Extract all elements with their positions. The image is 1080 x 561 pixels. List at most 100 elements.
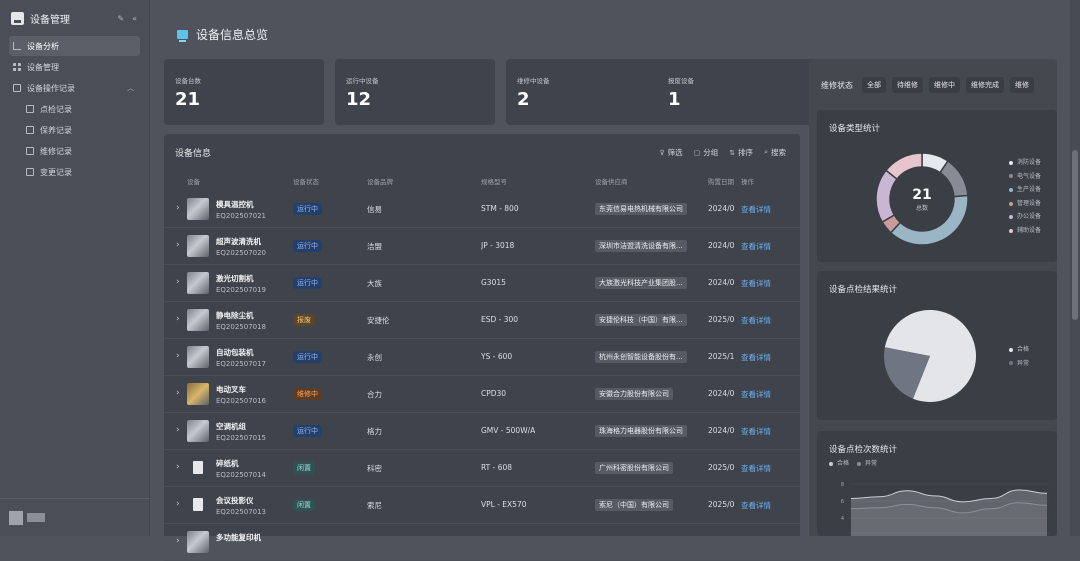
chevron-right-icon[interactable]: › [176,536,180,546]
monitor-icon [177,30,188,42]
filter-chip[interactable]: 维修 [1010,77,1034,93]
avatar [9,510,23,525]
table-row[interactable]: › 静电除尘机 EQ202507018 报废 安捷伦 ESD - 300 安捷伦科技（中国）… [164,302,800,339]
checkbox-icon [26,105,34,113]
pie-slice-4[interactable] [875,169,899,224]
legend-item[interactable]: 电气设备 [1009,170,1041,184]
chevron-right-icon[interactable]: › [176,462,180,472]
stat-card-scrapped: 报废设备 1 [657,59,817,125]
view-details-link[interactable]: 查看详情 [741,353,771,362]
monitor-icon [13,84,21,92]
edit-icon[interactable]: ✎ [117,13,125,23]
filter-chip[interactable]: 维修中 [929,77,960,93]
column-header[interactable]: 规格型号 [481,178,507,186]
stat-card-repairing: 维修中设备 2 [506,59,666,125]
sort-button[interactable]: ⇅ 排序 [729,148,754,157]
view-details-link[interactable]: 查看详情 [741,464,771,473]
sidebar-item-inspection-records[interactable]: 点检记录 [9,99,140,119]
series-line-1[interactable] [850,502,1048,514]
filter-chip[interactable]: 全部 [862,77,886,93]
chevron-right-icon[interactable]: › [176,277,180,287]
legend-item[interactable]: 异常 [857,457,877,471]
chevron-right-icon[interactable]: › [176,203,180,213]
view-details-link[interactable]: 查看详情 [741,390,771,399]
equipment-thumbnail [187,346,209,368]
status-badge: 运行中 [293,203,322,215]
sort-icon: ⇅ [729,148,736,157]
filter-icon: ⊽ [659,148,665,157]
sidebar-item-operation-records[interactable]: 设备操作记录 ︿ [9,78,140,98]
legend-item[interactable]: 管理设备 [1009,197,1041,211]
table-row[interactable]: › 碎纸机 EQ202507014 闲置 科密 RT - 608 广州科密股份有限公司 202… [164,450,800,487]
column-header[interactable]: 设备供应商 [595,178,628,186]
column-header[interactable]: 设备品牌 [367,178,393,186]
equipment-type-donut-chart: 21 总数 [875,152,969,246]
chart-legend: 消防设备 电气设备 生产设备 管理设备 办公设备 辅助设备 [1009,156,1041,238]
sidebar-item-equipment-analysis[interactable]: 设备分析 [9,36,140,56]
legend-item[interactable]: 合格 [1009,343,1029,357]
chevron-right-icon[interactable]: › [176,425,180,435]
status-badge: 闲置 [293,499,315,511]
stat-card-total: 设备台数 21 [164,59,324,125]
table-row[interactable]: › 会议投影仪 EQ202507013 闲置 索尼 VPL - EX570 索尼（中国）有限… [164,487,800,524]
legend-item[interactable]: 合格 [829,457,849,471]
donut-center-label: 总数 [916,204,928,212]
chevron-right-icon[interactable]: › [176,351,180,361]
column-header[interactable]: 设备状态 [293,178,319,186]
table-row[interactable]: › 激光切割机 EQ202507019 运行中 大族 G3015 大族激光科技产业集团股..… [164,265,800,302]
pie-slice-0[interactable] [884,310,976,402]
sidebar-nav: 设备分析 设备管理 设备操作记录 ︿ 点检记录 保养记录 维修记录 变更记录 [0,36,149,182]
legend-item[interactable]: 生产设备 [1009,183,1041,197]
table-row[interactable]: › 空调机组 EQ202507015 运行中 格力 GMV - 500W/A 珠海格力电器股… [164,413,800,450]
filter-chip[interactable]: 待维修 [892,77,923,93]
legend-item[interactable]: 办公设备 [1009,210,1041,224]
scrollbar-thumb[interactable] [1072,150,1078,320]
user-profile[interactable] [0,498,150,536]
area-fill-1 [851,502,1047,536]
legend-swatch [1009,174,1013,179]
filter-chip[interactable]: 维修完成 [966,77,1004,93]
legend-item[interactable]: 辅助设备 [1009,224,1041,238]
table-row[interactable]: › 自动包装机 EQ202507017 运行中 永创 YS - 600 杭州永创智能设备股份… [164,339,800,376]
view-details-link[interactable]: 查看详情 [741,205,771,214]
supplier-tag: 大族激光科技产业集团股... [595,277,687,289]
table-row[interactable]: › 多功能复印机 [164,524,800,561]
sidebar-item-repair-records[interactable]: 维修记录 [9,141,140,161]
column-header[interactable]: 设备 [187,178,200,186]
column-header[interactable]: 购置日期 [708,178,734,186]
sidebar-item-equipment-management[interactable]: 设备管理 [9,57,140,77]
page-scrollbar[interactable] [1070,0,1080,536]
sidebar-item-change-records[interactable]: 变更记录 [9,162,140,182]
search-button[interactable]: ⌕ 搜索 [764,148,786,157]
group-button[interactable]: ▢ 分组 [693,148,719,157]
column-header[interactable]: 操作 [741,178,754,186]
filter-button[interactable]: ⊽ 筛选 [659,148,683,157]
equipment-thumbnail [187,235,209,257]
view-details-link[interactable]: 查看详情 [741,316,771,325]
pie-slice-1[interactable] [938,159,969,198]
view-details-link[interactable]: 查看详情 [741,242,771,251]
double-chevron-left-icon[interactable]: « [132,13,137,23]
view-details-link[interactable]: 查看详情 [741,501,771,510]
table-row[interactable]: › 超声波清洗机 EQ202507020 运行中 洁盟 JP - 3018 深圳市洁盟清洗设… [164,228,800,265]
view-details-link[interactable]: 查看详情 [741,427,771,436]
table-row[interactable]: › 电动叉车 EQ202507016 维修中 合力 CPD30 安徽合力股份有限公司 2024… [164,376,800,413]
chevron-right-icon[interactable]: › [176,314,180,324]
app-logo-icon [11,11,24,25]
view-details-link[interactable]: 查看详情 [741,279,771,288]
chevron-right-icon[interactable]: › [176,240,180,250]
legend-item[interactable]: 消防设备 [1009,156,1041,170]
status-badge: 维修中 [293,388,322,400]
sidebar-item-maintenance-records[interactable]: 保养记录 [9,120,140,140]
status-badge: 运行中 [293,277,322,289]
table-row[interactable]: › 模具温控机 EQ202507021 运行中 信易 STM - 800 东莞信易电热机械有… [164,191,800,228]
supplier-tag: 安徽合力股份有限公司 [595,388,673,400]
right-panel: 维修状态 全部 待维修 维修中 维修完成 维修 设备类型统计 21 总数 消防设… [809,59,1057,536]
chevron-right-icon[interactable]: › [176,499,180,509]
chevron-right-icon[interactable]: › [176,388,180,398]
pie-slice-5[interactable] [884,152,923,181]
inspection-count-card: 设备点检次数统计 合格 异常 8 6 4 [817,431,1057,536]
pie-slice-1[interactable] [884,347,930,399]
series-line-0[interactable] [850,489,1048,503]
legend-item[interactable]: 异常 [1009,357,1029,371]
